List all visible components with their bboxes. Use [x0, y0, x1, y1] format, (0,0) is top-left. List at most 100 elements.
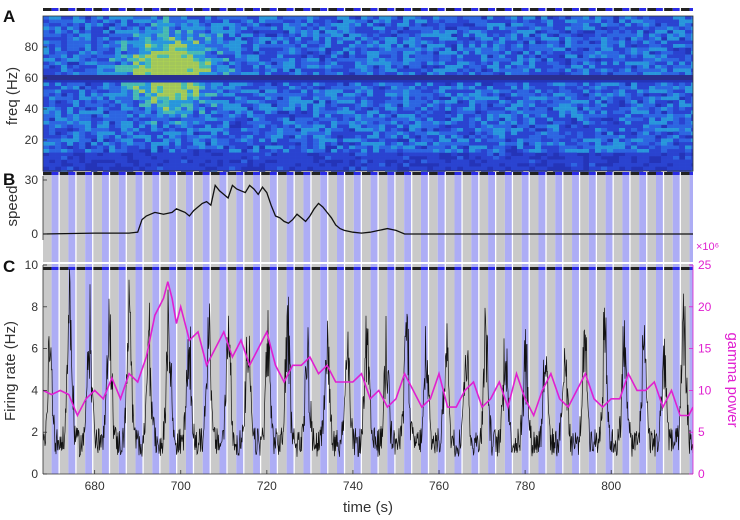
- spectrogram-cell: [487, 121, 494, 125]
- spectrogram-cell: [343, 152, 350, 157]
- spectrogram-cell: [85, 103, 92, 108]
- spectrogram-cell: [319, 82, 326, 87]
- spectrogram-cell: [343, 93, 350, 97]
- spectrogram-cell: [187, 86, 194, 90]
- panel-b-gray-band: [294, 172, 304, 262]
- panel-c-marker-dark: [529, 267, 539, 270]
- spectrogram-cell: [493, 159, 500, 164]
- panel-c-marker-dark: [647, 267, 656, 270]
- spectrogram-cell: [79, 40, 86, 45]
- spectrogram-cell: [445, 65, 452, 69]
- spectrogram-cell: [205, 117, 212, 122]
- spectrogram-cell: [181, 51, 188, 55]
- spectrogram-cell: [55, 16, 62, 20]
- spectrogram-cell: [487, 33, 494, 38]
- spectrogram-cell: [295, 89, 302, 94]
- spectrogram-cell: [379, 149, 386, 153]
- spectrogram-cell: [211, 145, 218, 150]
- spectrogram-cell: [607, 128, 614, 132]
- spectrogram-cell: [541, 103, 548, 108]
- spectrogram-cell: [43, 156, 50, 160]
- spectrogram-cell: [55, 30, 62, 34]
- spectrogram-cell: [547, 128, 554, 132]
- spectrogram-cell: [367, 82, 374, 87]
- spectrogram-cell: [469, 47, 476, 52]
- panel-c-gray-band: [395, 264, 405, 474]
- line-noise-band: [43, 75, 693, 80]
- spectrogram-cell: [199, 110, 206, 115]
- panel-c-ylabel: Firing rate (Hz): [2, 321, 19, 421]
- spectrogram-cell: [187, 68, 194, 73]
- spectrogram-cell: [511, 54, 518, 59]
- spectrogram-cell: [535, 107, 542, 111]
- spectrogram-cell: [589, 117, 596, 122]
- panel-b-marker-blue: [51, 172, 59, 175]
- spectrogram-cell: [355, 100, 362, 104]
- spectrogram-cell: [679, 65, 686, 69]
- panel-c-x-ticks: 680 700 720 740 760 780 800: [85, 470, 622, 493]
- spectrogram-cell: [223, 149, 230, 153]
- spectrogram-cell: [121, 37, 128, 41]
- spectrogram-cell: [661, 107, 668, 111]
- spectrogram-cell: [493, 37, 500, 41]
- spectrogram-cell: [61, 61, 68, 66]
- spectrogram-cell: [367, 58, 374, 62]
- panel-c-blue-band: [51, 264, 59, 474]
- spectrogram-cell: [577, 61, 584, 66]
- spectrogram-cell: [535, 58, 542, 62]
- spectrogram-cell: [307, 159, 314, 164]
- spectrogram-cell: [367, 72, 374, 76]
- spectrogram-cell: [403, 121, 410, 125]
- panel-b-marker-dark: [244, 172, 254, 175]
- spectrogram-cell: [403, 61, 410, 66]
- panel-b-gray-band: [546, 172, 556, 262]
- spectrogram-cell: [313, 33, 320, 38]
- spectrogram-cell: [445, 44, 452, 48]
- spectrogram-cell: [205, 47, 212, 52]
- spectrogram-cell: [301, 96, 308, 101]
- spectrogram-cell: [307, 163, 314, 167]
- spectrogram-cell: [517, 86, 524, 90]
- spectrogram-cell: [67, 138, 74, 143]
- panel-c-marker-blue: [420, 267, 428, 270]
- spectrogram-cell: [271, 100, 278, 104]
- spectrogram-cell: [151, 117, 158, 122]
- spectrogram-cell: [349, 124, 356, 129]
- panel-b-blue-band: [85, 172, 93, 262]
- spectrogram-cell: [655, 19, 662, 24]
- spectrogram-cell: [499, 142, 506, 146]
- spectrogram-cell: [73, 100, 80, 104]
- spectrogram-cell: [109, 96, 116, 101]
- spectrogram-cell: [469, 138, 476, 143]
- spectrogram-cell: [493, 124, 500, 129]
- spectrogram-cell: [49, 145, 56, 150]
- spectrogram-cell: [181, 121, 188, 125]
- spectrogram-cell: [355, 110, 362, 115]
- spectrogram-cell: [133, 89, 140, 94]
- spectrogram-cell: [355, 128, 362, 132]
- spectrogram-cell: [175, 100, 182, 104]
- spectrogram-cell: [577, 156, 584, 160]
- spectrogram-cell: [469, 107, 476, 111]
- spectrogram-cell: [157, 61, 164, 66]
- spectrogram-cell: [571, 44, 578, 48]
- spectrogram-cell: [73, 117, 80, 122]
- spectrogram-cell: [451, 117, 458, 122]
- spectrogram-cell: [373, 138, 380, 143]
- spectrogram-cell: [127, 124, 134, 129]
- spectrogram-cell: [115, 89, 122, 94]
- spectrogram-cell: [487, 47, 494, 52]
- spectrogram-cell: [415, 107, 422, 111]
- spectrogram-cell: [103, 82, 110, 87]
- spectrogram-cell: [313, 121, 320, 125]
- spectrogram-cell: [289, 100, 296, 104]
- spectrogram-cell: [427, 30, 434, 34]
- spectrogram-cell: [139, 65, 146, 69]
- spectrogram-cell: [679, 72, 686, 76]
- spectrogram-cell: [571, 96, 578, 101]
- panel-b-gray-band: [664, 172, 673, 262]
- spectrogram-cell: [373, 152, 380, 157]
- spectrogram-cell: [661, 149, 668, 153]
- spectrogram-cell: [325, 68, 332, 73]
